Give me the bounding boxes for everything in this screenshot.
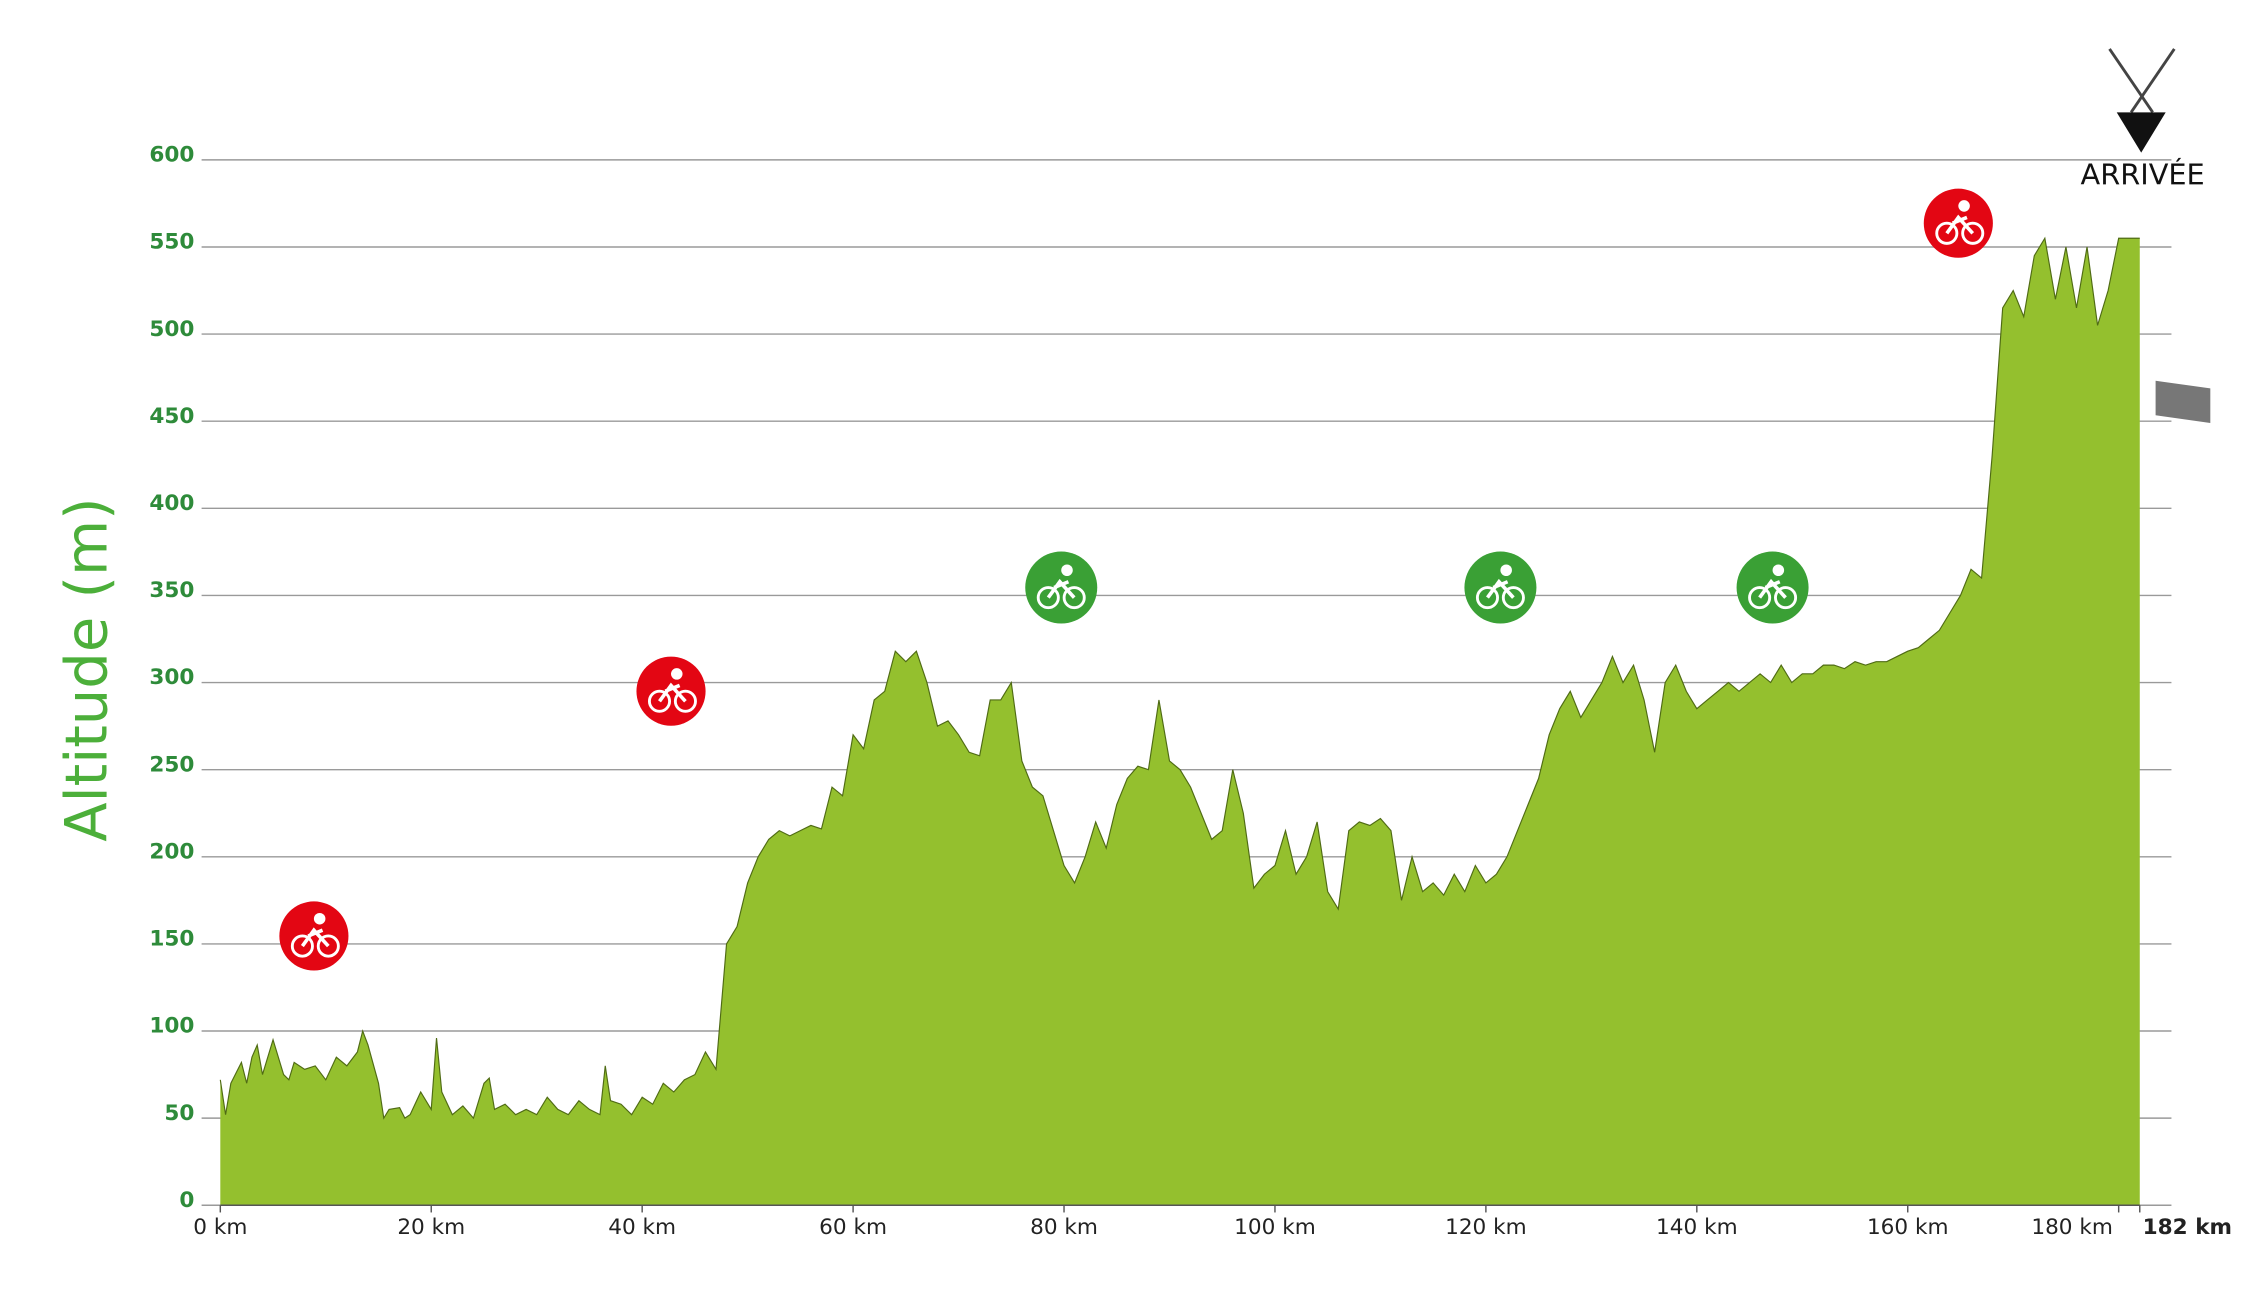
y-axis-label: Altitude (m)	[54, 497, 121, 841]
y-tick-label: 450	[149, 404, 194, 429]
x-tick-label: 40 km	[608, 1215, 676, 1240]
finish-label: ARRIVÉE	[2081, 157, 2205, 191]
sprint-icon	[1923, 188, 1993, 258]
elevation-area	[220, 238, 2140, 1206]
x-tick-label: 100 km	[1234, 1215, 1316, 1240]
y-tick-label: 500	[149, 317, 194, 342]
x-tick-label: 0 km	[193, 1215, 247, 1240]
x-tick-label: 120 km	[1445, 1215, 1527, 1240]
y-tick-label: 200	[149, 839, 194, 864]
y-tick-label: 550	[149, 230, 194, 255]
climb-icon	[1025, 551, 1098, 624]
finish-flag	[2108, 48, 2211, 423]
x-tick-label: 80 km	[1030, 1215, 1098, 1240]
y-tick-label: 400	[149, 491, 194, 516]
climb-icon	[1736, 551, 1809, 624]
y-tick-label: 100	[149, 1014, 194, 1039]
y-tick-label: 350	[149, 578, 194, 603]
x-tick-label: 160 km	[1867, 1215, 1949, 1240]
plot-area: 0 50 100 150 200 250 300 350 400 450 500 550 600 0 km…	[149, 143, 2232, 1241]
y-tick-label: 50	[164, 1101, 194, 1126]
markers	[279, 188, 1993, 971]
y-tick-label: 300	[149, 665, 194, 690]
x-tick-label: 182 km	[2143, 1215, 2232, 1240]
x-tick-label: 140 km	[1656, 1215, 1738, 1240]
climb-icon	[1464, 551, 1537, 624]
y-tick-label: 150	[149, 927, 194, 952]
elevation-line	[219, 236, 2140, 1120]
sprint-icon	[636, 656, 706, 726]
x-tick-label: 60 km	[819, 1215, 887, 1240]
y-tick-label: 250	[149, 752, 194, 777]
x-tick-label: 20 km	[397, 1215, 465, 1240]
y-tick-label: 600	[149, 143, 194, 168]
sprint-icon	[279, 901, 349, 971]
x-tick-label: 180 km	[2031, 1215, 2113, 1240]
y-tick-label: 0	[179, 1188, 194, 1213]
